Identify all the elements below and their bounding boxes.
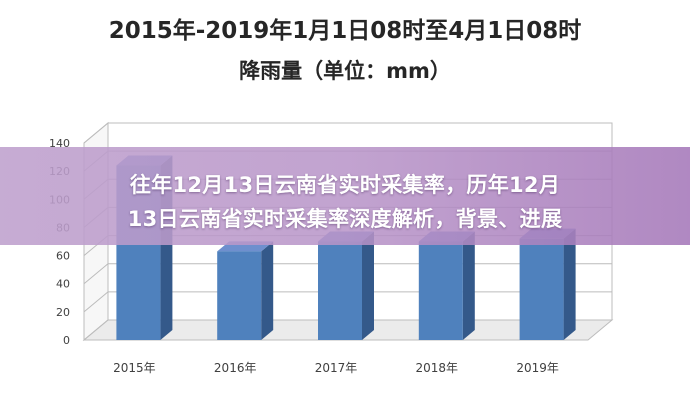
x-tick-label: 2017年 xyxy=(315,361,358,375)
y-tick-label: 60 xyxy=(56,250,70,263)
bar xyxy=(318,231,374,340)
y-tick-label: 20 xyxy=(56,306,70,319)
headline-line-1: 往年12月13日云南省实时采集率，历年12月 xyxy=(129,173,561,197)
bar-side xyxy=(362,231,374,340)
x-tick-label: 2015年 xyxy=(113,361,156,375)
bar xyxy=(519,228,576,340)
chart-subtitle: 降雨量（单位：mm） xyxy=(239,59,451,83)
chart-title: 2015年-2019年1月1日08时至4月1日08时 xyxy=(109,17,582,44)
bar xyxy=(217,241,274,340)
y-tick-label: 140 xyxy=(49,137,70,150)
x-tick-label: 2019年 xyxy=(516,361,559,375)
bar-front xyxy=(519,238,564,340)
y-tick-label: 40 xyxy=(56,278,70,291)
x-tick-label: 2018年 xyxy=(416,361,459,375)
headline-overlay: 往年12月13日云南省实时采集率，历年12月 13日云南省实时采集率深度解析，背… xyxy=(0,147,690,245)
y-tick-label: 0 xyxy=(63,334,70,347)
bar-front xyxy=(418,241,463,340)
bar-front xyxy=(318,241,362,340)
bar xyxy=(418,231,475,340)
bar-front xyxy=(217,251,262,340)
bar-side xyxy=(261,241,274,340)
gridline xyxy=(83,122,612,144)
bar-side xyxy=(462,231,475,340)
x-tick-label: 2016年 xyxy=(214,361,257,375)
bar-side xyxy=(563,228,576,340)
headline-line-2: 13日云南省实时采集率深度解析，背景、进展 xyxy=(127,207,563,231)
